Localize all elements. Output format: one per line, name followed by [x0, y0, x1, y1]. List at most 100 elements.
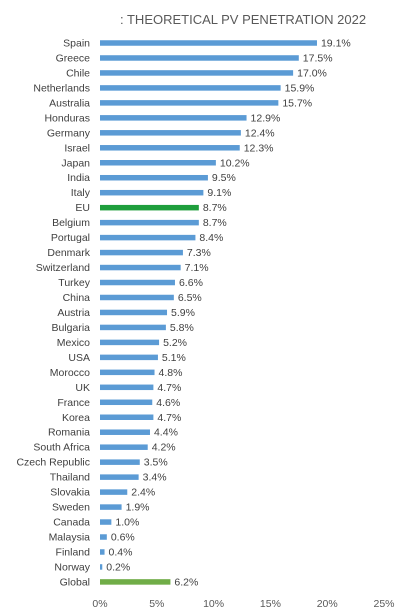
value-label-south-africa: 4.2% — [152, 442, 176, 454]
category-label-finland: Finland — [56, 546, 91, 558]
category-label-norway: Norway — [54, 561, 90, 573]
category-label-greece: Greece — [56, 52, 91, 64]
bars — [100, 40, 317, 585]
bar-switzerland — [100, 264, 181, 271]
bar-honduras — [100, 115, 247, 121]
category-label-slovakia: Slovakia — [50, 487, 90, 499]
value-label-sweden: 1.9% — [126, 502, 150, 514]
value-label-turkey: 6.6% — [179, 277, 203, 289]
bar-sweden — [100, 504, 122, 510]
category-label-germany: Germany — [47, 127, 91, 139]
category-label-switzerland: Switzerland — [36, 262, 90, 274]
category-label-thailand: Thailand — [50, 472, 90, 484]
category-label-south-africa: South Africa — [33, 442, 90, 454]
category-label-eu: EU — [75, 202, 90, 214]
category-label-bulgaria: Bulgaria — [51, 322, 90, 334]
bar-germany — [100, 130, 241, 136]
bar-denmark — [100, 249, 183, 256]
category-labels: Spain Greece Chile Netherlands Australia Hond… — [16, 38, 90, 589]
value-label-thailand: 3.4% — [143, 472, 167, 484]
bar-slovakia — [100, 489, 128, 495]
x-tick-20pct: 20% — [317, 598, 338, 610]
bar-romania — [100, 429, 150, 435]
bar-japan — [100, 160, 216, 166]
value-label-portugal: 8.4% — [199, 232, 223, 244]
value-label-greece: 17.5% — [303, 52, 333, 64]
bar-australia — [100, 100, 279, 106]
value-label-france: 4.6% — [156, 397, 180, 409]
category-label-canada: Canada — [53, 517, 90, 529]
value-label-israel: 12.3% — [244, 142, 274, 154]
category-label-france: France — [57, 397, 90, 409]
value-label-finland: 0.4% — [109, 546, 133, 558]
value-label-italy: 9.1% — [207, 187, 231, 199]
category-label-usa: USA — [68, 352, 90, 364]
chart-title: : THEORETICAL PV PENETRATION 2022 — [120, 12, 366, 27]
bar-spain — [100, 40, 317, 46]
bar-usa — [100, 354, 158, 361]
bar-china — [100, 294, 174, 301]
value-label-mexico: 5.2% — [163, 337, 187, 349]
bar-uk — [100, 384, 154, 391]
bar-austria — [100, 309, 168, 316]
value-label-chile: 17.0% — [297, 67, 327, 79]
bar-morocco — [100, 369, 155, 376]
category-label-israel: Israel — [64, 142, 90, 154]
value-label-denmark: 7.3% — [187, 247, 211, 259]
bar-france — [100, 399, 153, 406]
value-label-slovakia: 2.4% — [131, 487, 155, 499]
category-label-romania: Romania — [48, 427, 90, 439]
bar-mexico — [100, 339, 160, 346]
value-label-uk: 4.7% — [157, 382, 181, 394]
x-tick-15pct: 15% — [260, 598, 281, 610]
x-tick-5pct: 5% — [149, 598, 164, 610]
category-label-australia: Australia — [49, 97, 90, 109]
bar-czech-republic — [100, 459, 140, 465]
value-label-romania: 4.4% — [154, 427, 178, 439]
value-labels: 19.1% 17.5% 17.0% 15.9% 15.7%12.9% 12.4% 12.3%… — [106, 38, 350, 589]
bar-portugal — [100, 234, 196, 241]
value-label-canada: 1.0% — [115, 517, 139, 529]
value-label-germany: 12.4% — [245, 127, 275, 139]
category-label-chile: Chile — [66, 67, 90, 79]
category-label-japan: Japan — [61, 157, 90, 169]
category-label-malaysia: Malaysia — [49, 532, 91, 544]
value-label-india: 9.5% — [212, 172, 236, 184]
category-label-portugal: Portugal — [51, 232, 90, 244]
value-label-bulgaria: 5.8% — [170, 322, 194, 334]
bar-bulgaria — [100, 324, 166, 331]
x-tick-0pct: 0% — [92, 598, 107, 610]
value-label-eu: 8.7% — [203, 202, 227, 214]
x-tick-10pct: 10% — [203, 598, 224, 610]
category-label-belgium: Belgium — [52, 217, 90, 229]
value-label-austria: 5.9% — [171, 307, 195, 319]
value-label-korea: 4.7% — [157, 412, 181, 424]
value-label-switzerland: 7.1% — [185, 262, 209, 274]
bar-belgium — [100, 219, 199, 226]
value-label-norway: 0.2% — [106, 561, 130, 573]
x-axis-ticks: 0% 5% 10% 15% 20% 25% — [92, 598, 394, 610]
category-label-spain: Spain — [63, 38, 90, 50]
category-label-mexico: Mexico — [57, 337, 90, 349]
bar-korea — [100, 414, 154, 420]
value-label-global: 6.2% — [174, 576, 198, 588]
value-label-usa: 5.1% — [162, 352, 186, 364]
value-label-japan: 10.2% — [220, 157, 250, 169]
bar-italy — [100, 189, 204, 196]
category-label-denmark: Denmark — [47, 247, 90, 259]
bar-india — [100, 174, 208, 181]
bar-finland — [100, 549, 105, 555]
category-label-sweden: Sweden — [52, 502, 90, 514]
bar-thailand — [100, 474, 139, 480]
bar-norway — [100, 564, 103, 570]
bar-netherlands — [100, 85, 281, 91]
category-label-morocco: Morocco — [50, 367, 90, 379]
value-label-netherlands: 15.9% — [285, 82, 315, 94]
value-label-spain: 19.1% — [321, 38, 351, 50]
category-label-netherlands: Netherlands — [33, 82, 90, 94]
category-label-austria: Austria — [57, 307, 90, 319]
bar-turkey — [100, 279, 175, 286]
bar-israel — [100, 145, 240, 151]
